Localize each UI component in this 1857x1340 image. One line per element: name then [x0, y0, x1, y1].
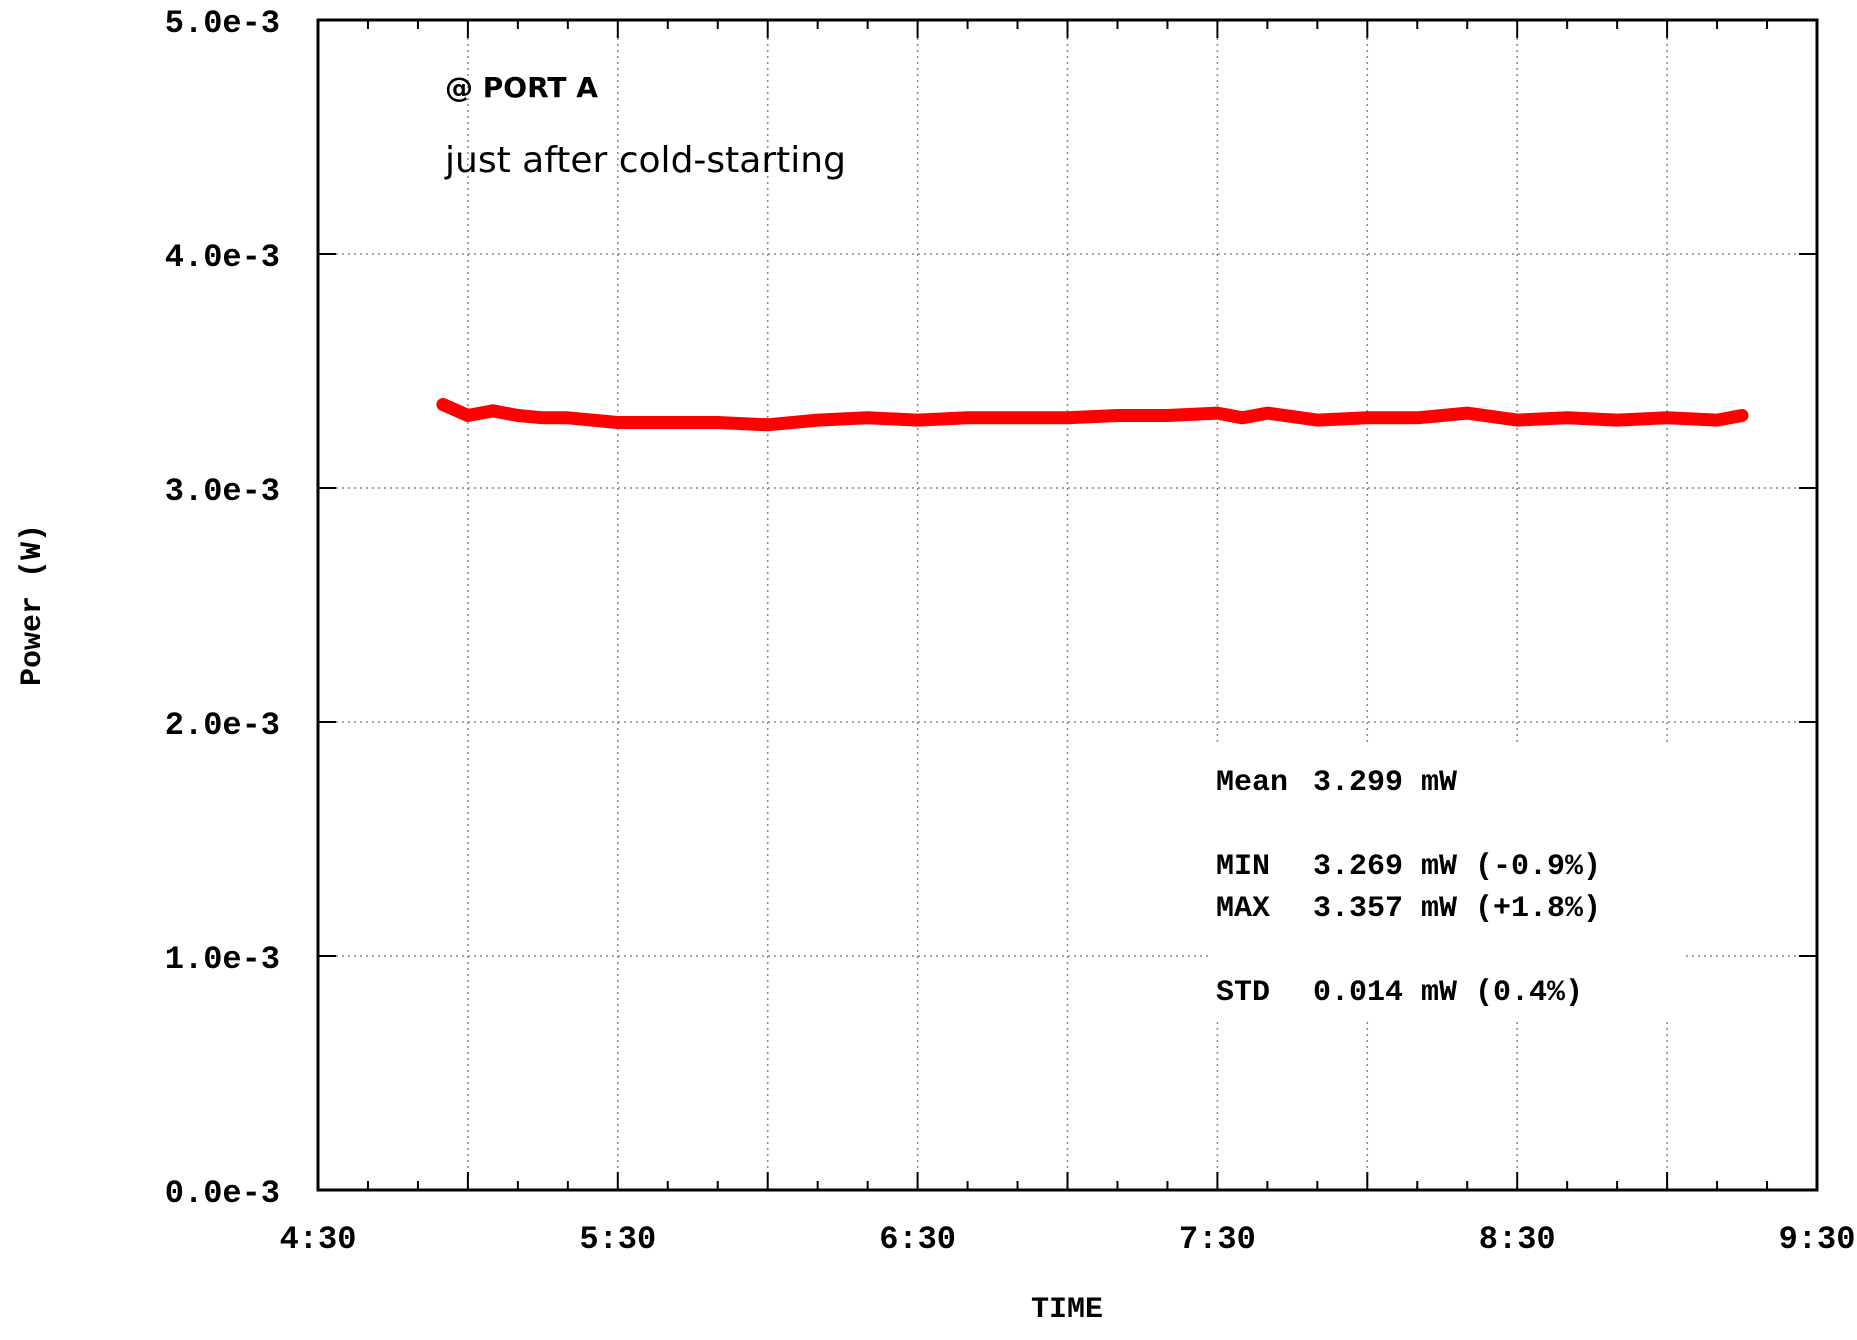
- stats-max-label: MAX: [1216, 892, 1270, 926]
- data-point: [1161, 409, 1174, 422]
- data-point: [661, 416, 674, 429]
- data-point: [1211, 407, 1224, 420]
- data-point: [811, 414, 824, 427]
- data-point: [1461, 407, 1474, 420]
- data-point: [1261, 407, 1274, 420]
- y-tick-labels: 0.0e-3 1.0e-3 2.0e-3 3.0e-3 4.0e-3 5.0e-3: [165, 5, 280, 1212]
- data-point: [436, 398, 449, 411]
- minor-ticks: [318, 20, 1817, 1190]
- stats-mean-value: 3.299 mW: [1313, 766, 1457, 800]
- stats-min-label: MIN: [1216, 850, 1270, 884]
- y-tick-label: 1.0e-3: [165, 941, 280, 978]
- stats-max-value: 3.357 mW (+1.8%): [1313, 892, 1601, 926]
- stats-std-value: 0.014 mW (0.4%): [1313, 976, 1583, 1010]
- data-point: [486, 404, 499, 417]
- y-tick-label: 2.0e-3: [165, 707, 280, 744]
- stats-mean-label: Mean: [1216, 766, 1288, 800]
- stats-box: Mean 3.299 mW MIN 3.269 mW (-0.9%) MAX 3…: [1212, 742, 1684, 1022]
- stats-std-label: STD: [1216, 976, 1270, 1010]
- data-point: [1511, 414, 1524, 427]
- x-axis-label: TIME: [1031, 1293, 1103, 1327]
- data-point: [761, 418, 774, 431]
- data-point: [1661, 411, 1674, 424]
- y-tick-label: 5.0e-3: [165, 5, 280, 42]
- series-layer: [436, 398, 1749, 432]
- data-point: [461, 409, 474, 422]
- series-line: [436, 398, 1749, 432]
- x-tick-label: 6:30: [879, 1221, 956, 1258]
- port-annotation: @ PORT A: [445, 71, 598, 104]
- data-point: [1411, 411, 1424, 424]
- data-point: [1561, 411, 1574, 424]
- data-point: [1011, 411, 1024, 424]
- x-tick-label: 5:30: [579, 1221, 656, 1258]
- plot-area-frame: [316, 18, 1819, 1192]
- data-point: [711, 416, 724, 429]
- data-point: [1361, 411, 1374, 424]
- condition-annotation: just after cold-starting: [444, 140, 846, 181]
- y-tick-label: 3.0e-3: [165, 473, 280, 510]
- data-point: [1236, 411, 1249, 424]
- data-point: [1736, 409, 1749, 422]
- x-tick-labels: 4:30 5:30 6:30 7:30 8:30 9:30: [280, 1221, 1856, 1258]
- data-point: [861, 411, 874, 424]
- y-tick-label: 4.0e-3: [165, 239, 280, 276]
- data-point: [1061, 411, 1074, 424]
- data-point: [1611, 414, 1624, 427]
- x-tick-label: 7:30: [1179, 1221, 1256, 1258]
- y-tick-label: 0.0e-3: [165, 1175, 280, 1212]
- data-point: [1711, 414, 1724, 427]
- x-tick-label: 4:30: [280, 1221, 357, 1258]
- data-point: [911, 414, 924, 427]
- data-point: [1111, 409, 1124, 422]
- data-point: [961, 411, 974, 424]
- data-point: [561, 411, 574, 424]
- data-point: [1311, 414, 1324, 427]
- stats-background: [1212, 742, 1684, 1022]
- x-tick-label: 8:30: [1479, 1221, 1556, 1258]
- data-point: [536, 411, 549, 424]
- x-tick-label: 9:30: [1779, 1221, 1856, 1258]
- y-axis-label: Power (W): [16, 524, 50, 686]
- data-point: [611, 416, 624, 429]
- data-point: [511, 409, 524, 422]
- stats-min-value: 3.269 mW (-0.9%): [1313, 850, 1601, 884]
